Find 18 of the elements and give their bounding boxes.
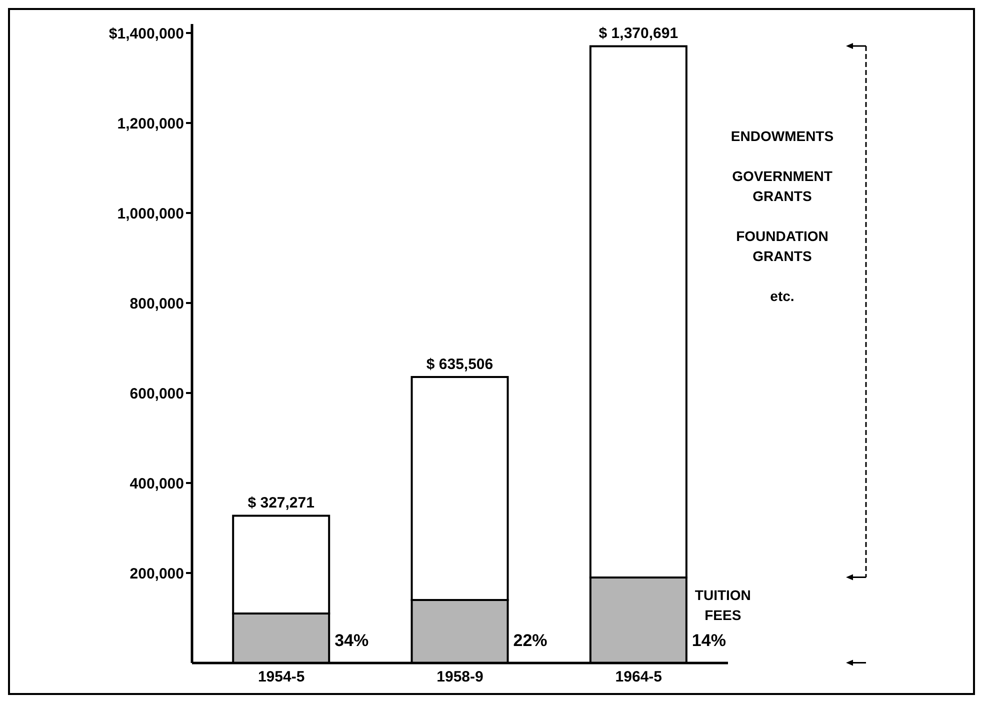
y-tick-label: 200,000 [130, 565, 184, 582]
y-tick-label: 1,200,000 [117, 115, 184, 132]
annotation: 22% [513, 631, 548, 651]
y-tick-label: 1,000,000 [117, 205, 184, 222]
y-tick-label: 400,000 [130, 475, 184, 492]
total-label: $ 327,271 [248, 494, 314, 512]
x-tick-label: 1964-5 [615, 668, 662, 686]
total-label: $ 1,370,691 [598, 25, 678, 42]
annotation: 34% [334, 631, 369, 651]
total-label: $ 635,506 [426, 356, 494, 374]
y-tick-label: 800,000 [130, 295, 184, 312]
x-tick-label: 1958-9 [436, 668, 484, 686]
annotation: 14% [692, 631, 726, 651]
text: ENDOWMENTS GOVERNMENT GRANTS FOUNDATION GRANTS etc. [730, 128, 834, 304]
y-tick-label: 600,000 [130, 385, 184, 402]
y-tick-label: $1,400,000 [108, 25, 184, 42]
x-tick-label: 1954-5 [258, 668, 305, 686]
series-label: TUITION FEES [694, 586, 751, 625]
